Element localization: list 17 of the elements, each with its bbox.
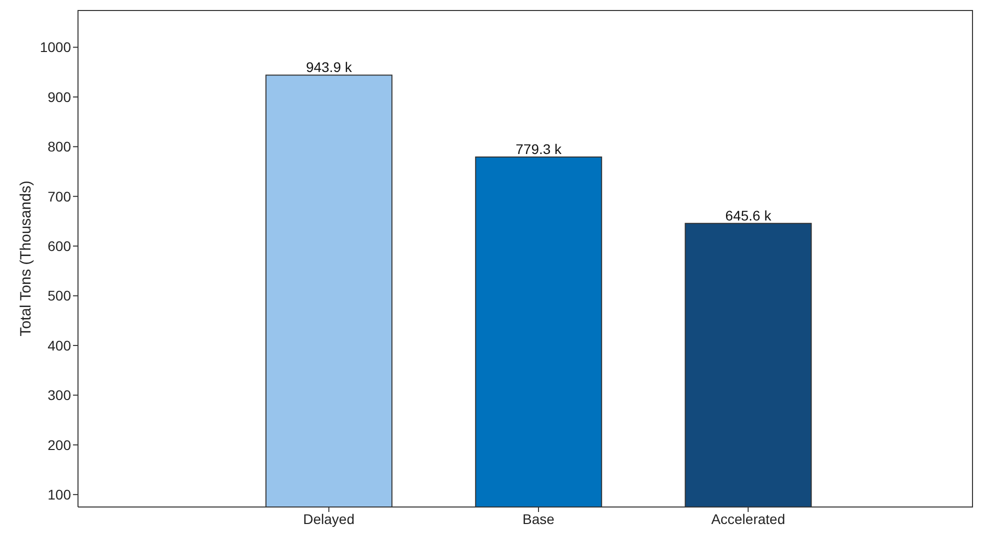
x-tick-label: Delayed [303,510,355,527]
data-label: 645.6 k [725,207,772,224]
y-tick-label: 400 [48,337,72,354]
y-tick-label: 700 [48,188,72,204]
y-tick-label: 300 [48,387,72,404]
y-tick-label: 600 [48,238,72,254]
data-label: 779.3 k [516,140,563,157]
y-tick-label: 800 [48,138,72,155]
data-label: 943.9 k [306,59,353,76]
x-tick-label: Accelerated [711,510,786,527]
y-tick-label: 200 [48,436,72,453]
y-tick-label: 900 [48,88,72,105]
y-tick-label: 500 [48,288,72,304]
x-tick-label: Base [522,510,555,527]
y-tick-label: 100 [48,486,72,503]
y-axis-title: Total Tons (Thousands) [17,180,34,336]
y-tick-label: 1000 [40,39,72,56]
